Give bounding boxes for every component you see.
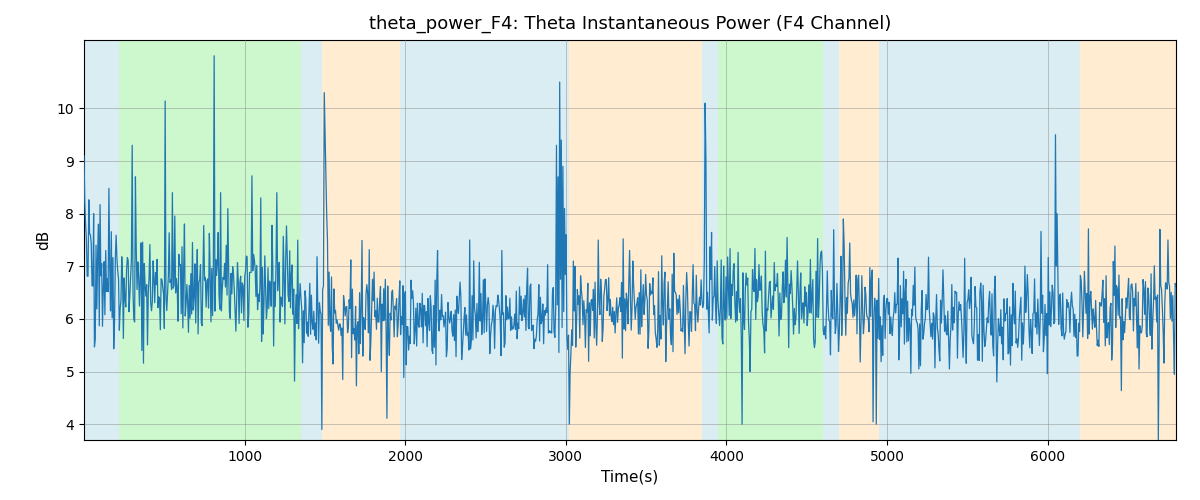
Bar — [84, 40, 119, 440]
Bar — [702, 40, 719, 440]
Bar — [119, 40, 180, 440]
Y-axis label: dB: dB — [36, 230, 52, 250]
Bar — [569, 40, 702, 440]
Bar — [1080, 40, 1176, 440]
Bar — [878, 40, 1080, 440]
Bar — [301, 40, 322, 440]
Bar — [719, 40, 823, 440]
Bar — [823, 40, 839, 440]
Title: theta_power_F4: Theta Instantaneous Power (F4 Channel): theta_power_F4: Theta Instantaneous Powe… — [368, 15, 892, 33]
Bar — [180, 40, 301, 440]
Bar — [401, 40, 569, 440]
Bar — [839, 40, 878, 440]
Bar — [322, 40, 401, 440]
X-axis label: Time(s): Time(s) — [601, 470, 659, 484]
